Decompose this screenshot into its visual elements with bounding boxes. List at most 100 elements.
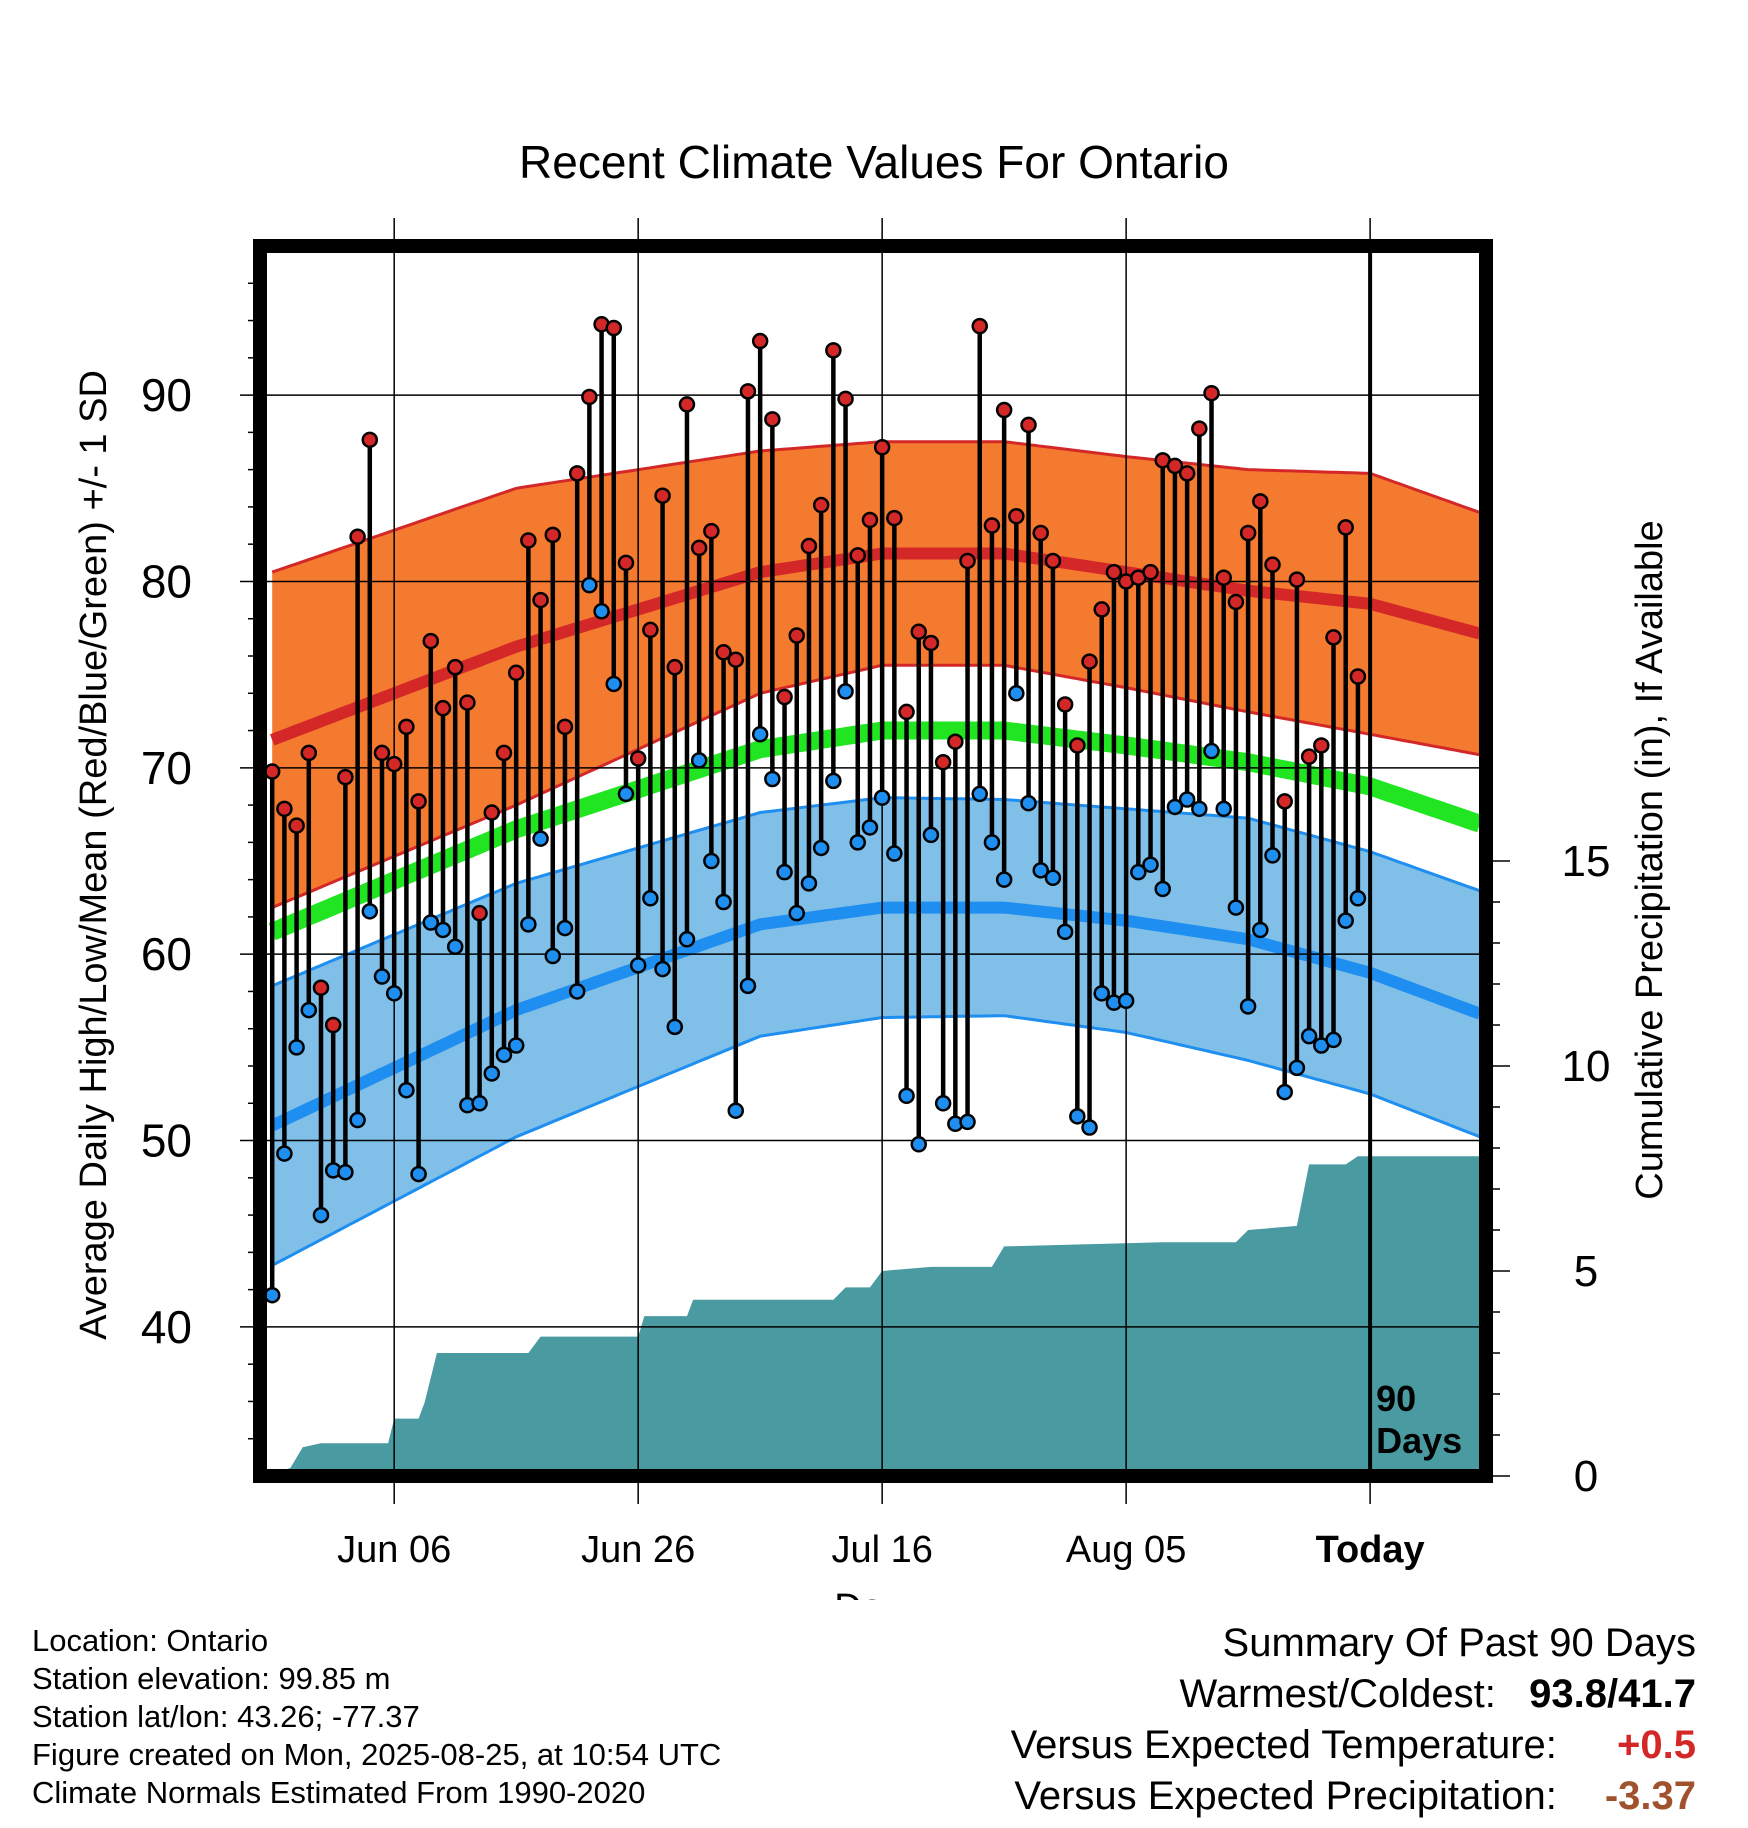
daily-high-point (995, 401, 1013, 419)
daily-high-point (678, 396, 696, 413)
daily-high-point (873, 439, 891, 456)
y-tick-label: 50 (141, 1115, 192, 1167)
daily-low-point (581, 576, 598, 594)
daily-low-point (995, 871, 1013, 888)
station-info: Location: Ontario Station elevation: 99.… (32, 1622, 721, 1812)
daily-low-point (1117, 992, 1135, 1010)
info-elevation: Station elevation: 99.85 m (32, 1661, 391, 1696)
daily-low-point (837, 683, 854, 700)
daily-low-point (312, 1206, 330, 1224)
daily-high-point (507, 664, 525, 682)
today-days-label-line2: Days (1376, 1420, 1462, 1461)
daily-low-point (629, 957, 647, 974)
daily-low-point (1325, 1031, 1342, 1049)
y-tick-label: 90 (141, 369, 192, 421)
daily-high-point (410, 793, 427, 810)
daily-low-point (788, 904, 806, 922)
daily-high-point (361, 431, 379, 449)
daily-low-point (1093, 985, 1110, 1002)
daily-high-point (459, 694, 476, 711)
daily-low-point (1300, 1027, 1318, 1045)
daily-high-point (1044, 552, 1062, 570)
daily-high-point (617, 554, 635, 572)
info-latlon: Station lat/lon: 43.26; -77.37 (32, 1699, 420, 1734)
summary-panel: Summary Of Past 90 Days Warmest/Coldest:… (1011, 1618, 1696, 1822)
daily-low-point (959, 1113, 976, 1131)
daily-low-point (1056, 923, 1074, 941)
daily-low-point (1166, 798, 1184, 816)
daily-high-point (703, 522, 720, 540)
today-days-label-line1: 90 (1376, 1378, 1416, 1419)
chart-title: Recent Climate Values For Ontario (519, 136, 1229, 188)
y-tick-label: 40 (141, 1301, 192, 1353)
daily-high-point (1081, 653, 1098, 670)
x-tick-label: Aug 05 (1066, 1529, 1186, 1571)
daily-high-point (1105, 563, 1123, 581)
daily-high-point (1069, 737, 1086, 754)
daily-high-point (764, 411, 781, 428)
daily-low-point (678, 931, 696, 948)
high-sd-band (272, 441, 1480, 908)
daily-high-point (373, 744, 391, 762)
daily-low-point (727, 1102, 745, 1119)
daily-low-point (812, 839, 830, 857)
daily-low-point (532, 830, 549, 847)
daily-high-point (886, 509, 903, 527)
daily-low-point (544, 947, 562, 965)
precip-area (272, 1156, 1486, 1476)
daily-high-point (1166, 457, 1184, 475)
daily-low-point (385, 985, 403, 1002)
summary-precip: Versus Expected Precipitation: -3.37 (1011, 1771, 1696, 1822)
daily-low-point (898, 1087, 915, 1105)
y2-axis-label: Cumulative Precipitation (in), If Availa… (1629, 520, 1671, 1199)
daily-high-point (520, 532, 537, 549)
daily-low-point (1142, 856, 1159, 873)
daily-low-point (715, 893, 732, 911)
precip-label: Versus Expected Precipitation: (1014, 1774, 1557, 1818)
daily-high-point (398, 718, 415, 736)
daily-high-point (727, 651, 745, 668)
daily-high-point (1020, 416, 1037, 434)
daily-low-point (934, 1095, 952, 1112)
daily-high-point (690, 539, 708, 557)
daily-low-point (751, 726, 769, 743)
daily-high-point (1191, 420, 1208, 437)
daily-high-point (739, 383, 757, 400)
daily-low-point (410, 1165, 427, 1183)
daily-high-point (1178, 465, 1196, 482)
daily-low-point (1081, 1119, 1098, 1136)
daily-low-point (337, 1163, 354, 1181)
daily-high-point (532, 591, 549, 609)
daily-high-point (934, 753, 952, 771)
daily-low-point (1227, 899, 1245, 916)
daily-high-point (1313, 737, 1330, 754)
y-tick-label: 80 (141, 555, 192, 607)
daily-low-point (1276, 1083, 1293, 1101)
summary-warm-cold: Warmest/Coldest: 93.8/41.7 (1011, 1669, 1696, 1720)
daily-high-point (1264, 556, 1281, 573)
x-tick-label: Jun 26 (581, 1529, 695, 1571)
daily-high-point (1288, 571, 1306, 588)
daily-high-point (495, 744, 513, 762)
daily-high-point (1203, 384, 1220, 402)
daily-high-point (288, 817, 305, 834)
daily-high-point (1325, 629, 1342, 646)
daily-high-point (276, 800, 293, 818)
daily-high-point (605, 319, 623, 337)
x-tick-label: Jun 06 (337, 1529, 451, 1571)
daily-low-point (1191, 800, 1208, 818)
summary-heading: Summary Of Past 90 Days (1222, 1621, 1696, 1665)
high-band-lower-edge (271, 663, 1481, 909)
temp-value: +0.5 (1617, 1723, 1696, 1767)
daily-low-point (690, 752, 708, 769)
daily-low-point (1178, 791, 1196, 808)
daily-low-point (1044, 869, 1062, 887)
daily-low-point (398, 1081, 415, 1099)
daily-high-point (422, 632, 440, 650)
daily-low-point (349, 1111, 366, 1129)
daily-high-point (751, 332, 769, 350)
daily-high-point (910, 623, 927, 641)
y-tick-label: 60 (141, 928, 192, 980)
daily-high-point (837, 390, 854, 408)
